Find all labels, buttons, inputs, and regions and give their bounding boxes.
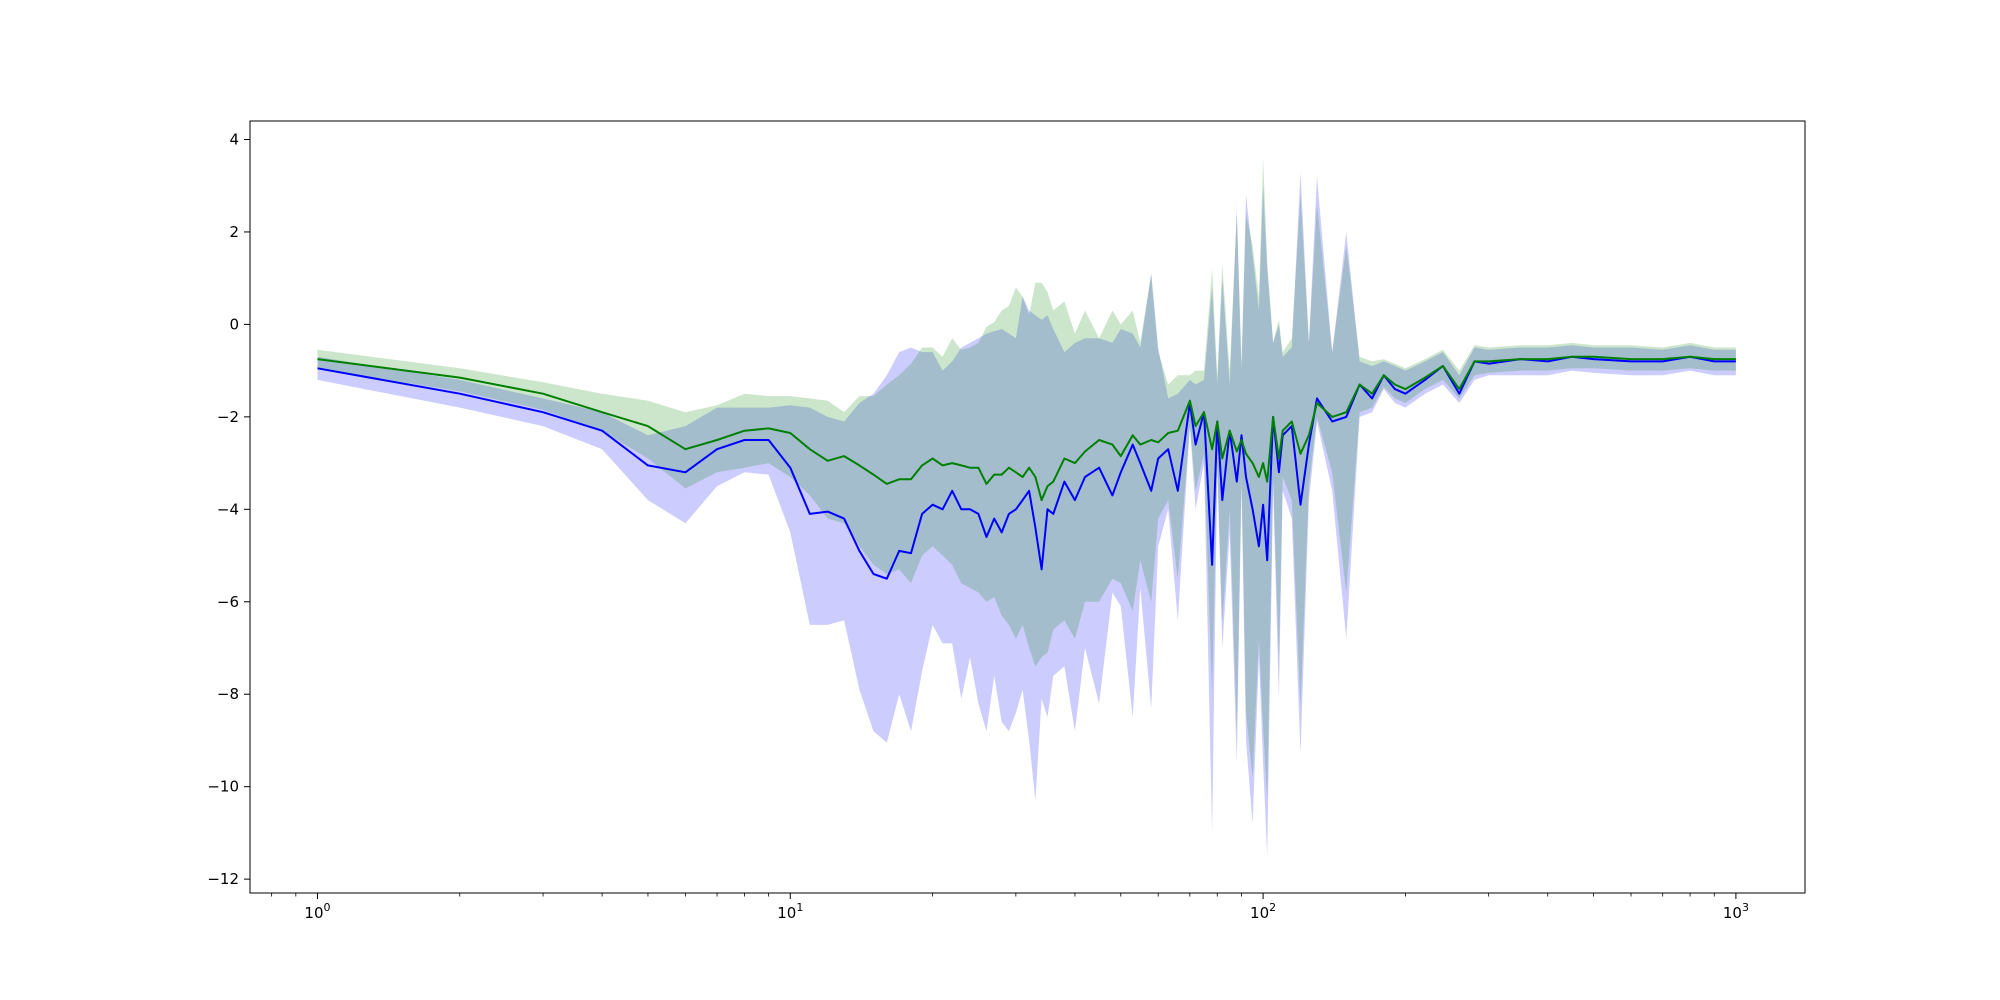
x-tick-label: 102 [1250, 901, 1276, 922]
y-tick-label: −10 [207, 778, 239, 796]
x-tick-label: 100 [304, 901, 330, 922]
confidence-bands [317, 158, 1736, 856]
y-tick-label: 4 [229, 130, 239, 148]
y-axis-ticks: 4 2 0 −2 −4 −6 −8 −10 −12 [207, 130, 250, 888]
y-tick-label: −8 [217, 685, 239, 703]
axes-frame [249, 120, 1806, 894]
x-axis-ticks: 100 101 102 103 [271, 893, 1749, 922]
y-tick-label: −12 [207, 870, 239, 888]
series-lines [317, 355, 1736, 580]
x-tick-label: 103 [1723, 901, 1749, 922]
y-tick-label: −2 [217, 408, 239, 426]
y-tick-label: 0 [229, 315, 239, 333]
series-1-band [317, 171, 1736, 856]
y-tick-label: −6 [217, 593, 239, 611]
y-tick-label: −4 [217, 500, 239, 518]
series-2-line [317, 355, 1736, 502]
y-tick-label: 2 [229, 223, 239, 241]
series-2-band [317, 158, 1736, 801]
x-tick-label: 101 [777, 901, 803, 922]
series-1-line [317, 355, 1736, 580]
